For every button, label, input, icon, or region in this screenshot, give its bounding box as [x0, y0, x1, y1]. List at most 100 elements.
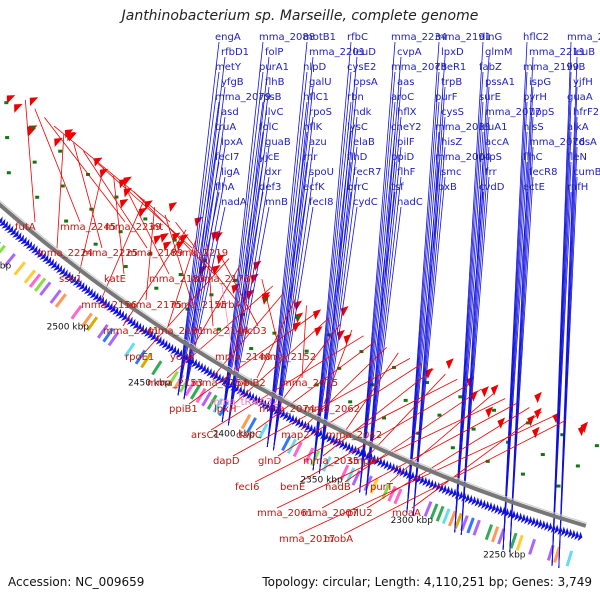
cog-mark: [441, 508, 451, 525]
leader-line: [78, 167, 104, 275]
forward-gene-mark: [173, 347, 180, 357]
marker-dot: [60, 184, 65, 188]
gene-label: lysC: [347, 122, 368, 133]
forward-gene-mark: [487, 502, 493, 512]
gene-label: ppsA: [353, 77, 378, 88]
forward-gene-mark: [431, 480, 438, 490]
leader-line: [406, 161, 440, 514]
forward-gene-mark: [155, 336, 162, 345]
cog-mark: [534, 540, 543, 557]
gene-label: flhF: [397, 167, 416, 178]
cog-mark: [472, 519, 481, 536]
gene-label: lpxD: [441, 47, 464, 58]
forward-gene-mark: [0, 218, 6, 227]
cog-mark: [423, 500, 433, 517]
gene-label: cumB2: [573, 167, 600, 178]
leader-line: [411, 411, 542, 509]
gene-label: cheR1: [435, 62, 466, 73]
gene-label: azu: [309, 137, 327, 148]
forward-gene-mark: [0, 216, 3, 224]
leader-line: [318, 116, 358, 474]
leader-line: [44, 117, 126, 223]
reverse-gene-mark: [216, 254, 226, 265]
marker-dot: [382, 416, 387, 420]
forward-gene-mark: [138, 324, 145, 333]
gene-label: flhA: [215, 182, 235, 193]
forward-gene-mark: [326, 433, 332, 443]
gene-label: mma_2074: [259, 404, 315, 415]
gene-label: mma_2080: [567, 32, 600, 43]
leader-line: [183, 176, 226, 400]
gene-label: fecI8: [309, 197, 333, 208]
leader-line: [227, 146, 270, 426]
leader-line: [502, 191, 528, 550]
cog-mark: [97, 323, 109, 339]
gene-label: glnD: [258, 456, 281, 467]
forward-gene-mark: [481, 499, 487, 510]
forward-gene-mark: [14, 232, 22, 240]
gene-label: rfbD1: [221, 47, 249, 58]
gene-label: brrC: [347, 182, 368, 193]
gene-label: hflC1: [303, 92, 329, 103]
forward-gene-mark: [167, 343, 174, 353]
gene-label: cydC: [353, 197, 378, 208]
forward-gene-mark: [544, 521, 549, 531]
forward-gene-mark: [357, 448, 364, 458]
gene-label: rfbC: [347, 32, 368, 43]
forward-gene-mark: [92, 292, 99, 301]
tick-label: 2250 kbp: [483, 551, 526, 561]
leader-line: [412, 146, 446, 516]
gene-label: nlpD: [303, 62, 326, 73]
gene-label: yjfH: [573, 77, 593, 88]
forward-gene-mark: [194, 360, 200, 370]
reverse-gene-mark: [54, 137, 63, 148]
forward-gene-mark: [109, 304, 116, 313]
gene-label: purF: [435, 92, 458, 103]
forward-gene-mark: [304, 422, 310, 432]
gene-label: cvpA: [397, 47, 422, 58]
marker-dot: [520, 472, 525, 476]
leader-line: [24, 99, 36, 223]
gene-label: ptpS: [479, 152, 502, 163]
marker-dot: [114, 195, 119, 199]
forward-gene-mark: [135, 322, 142, 331]
gene-label: tsf: [391, 182, 404, 193]
forward-gene-mark: [301, 420, 307, 430]
gene-label: wrbA: [216, 300, 242, 311]
gene-label: ecfK: [303, 182, 325, 193]
forward-gene-mark: [69, 275, 76, 284]
accession-label: Accession: NC_009659: [8, 575, 145, 589]
forward-gene-mark: [260, 399, 267, 409]
cog-mark: [86, 316, 99, 332]
marker-dot: [348, 400, 353, 404]
tick-label: 2400 kbp: [213, 430, 256, 440]
cog-mark: [206, 394, 218, 410]
leader-line: [406, 131, 440, 514]
reverse-gene-mark: [527, 414, 535, 427]
cog-mark: [70, 304, 83, 320]
gene-label: mma_2199: [523, 62, 579, 73]
cog-mark: [387, 485, 397, 502]
forward-gene-mark: [20, 236, 27, 245]
cog-mark: [246, 417, 257, 433]
gene-label: ligA: [221, 167, 240, 178]
forward-gene-mark: [386, 461, 392, 471]
forward-gene-mark: [170, 345, 177, 355]
reverse-gene-mark: [160, 232, 169, 243]
leader-line: [188, 311, 318, 405]
forward-gene-mark: [123, 314, 130, 323]
marker-dot: [32, 160, 37, 164]
reverse-gene-mark: [6, 95, 16, 104]
gene-label: lpxA: [221, 137, 243, 148]
leader-line: [227, 176, 270, 426]
leader-line: [166, 285, 274, 379]
tick-label: 2550 kbp: [0, 262, 11, 272]
gene-label: fabZ: [479, 62, 502, 73]
forward-gene-mark: [428, 479, 434, 489]
cog-mark: [107, 331, 120, 347]
gene-label: mobA: [324, 534, 353, 545]
marker-dot: [327, 333, 332, 337]
marker-dot: [185, 307, 190, 311]
leader-line: [189, 265, 241, 353]
reverse-gene-mark: [138, 207, 148, 218]
